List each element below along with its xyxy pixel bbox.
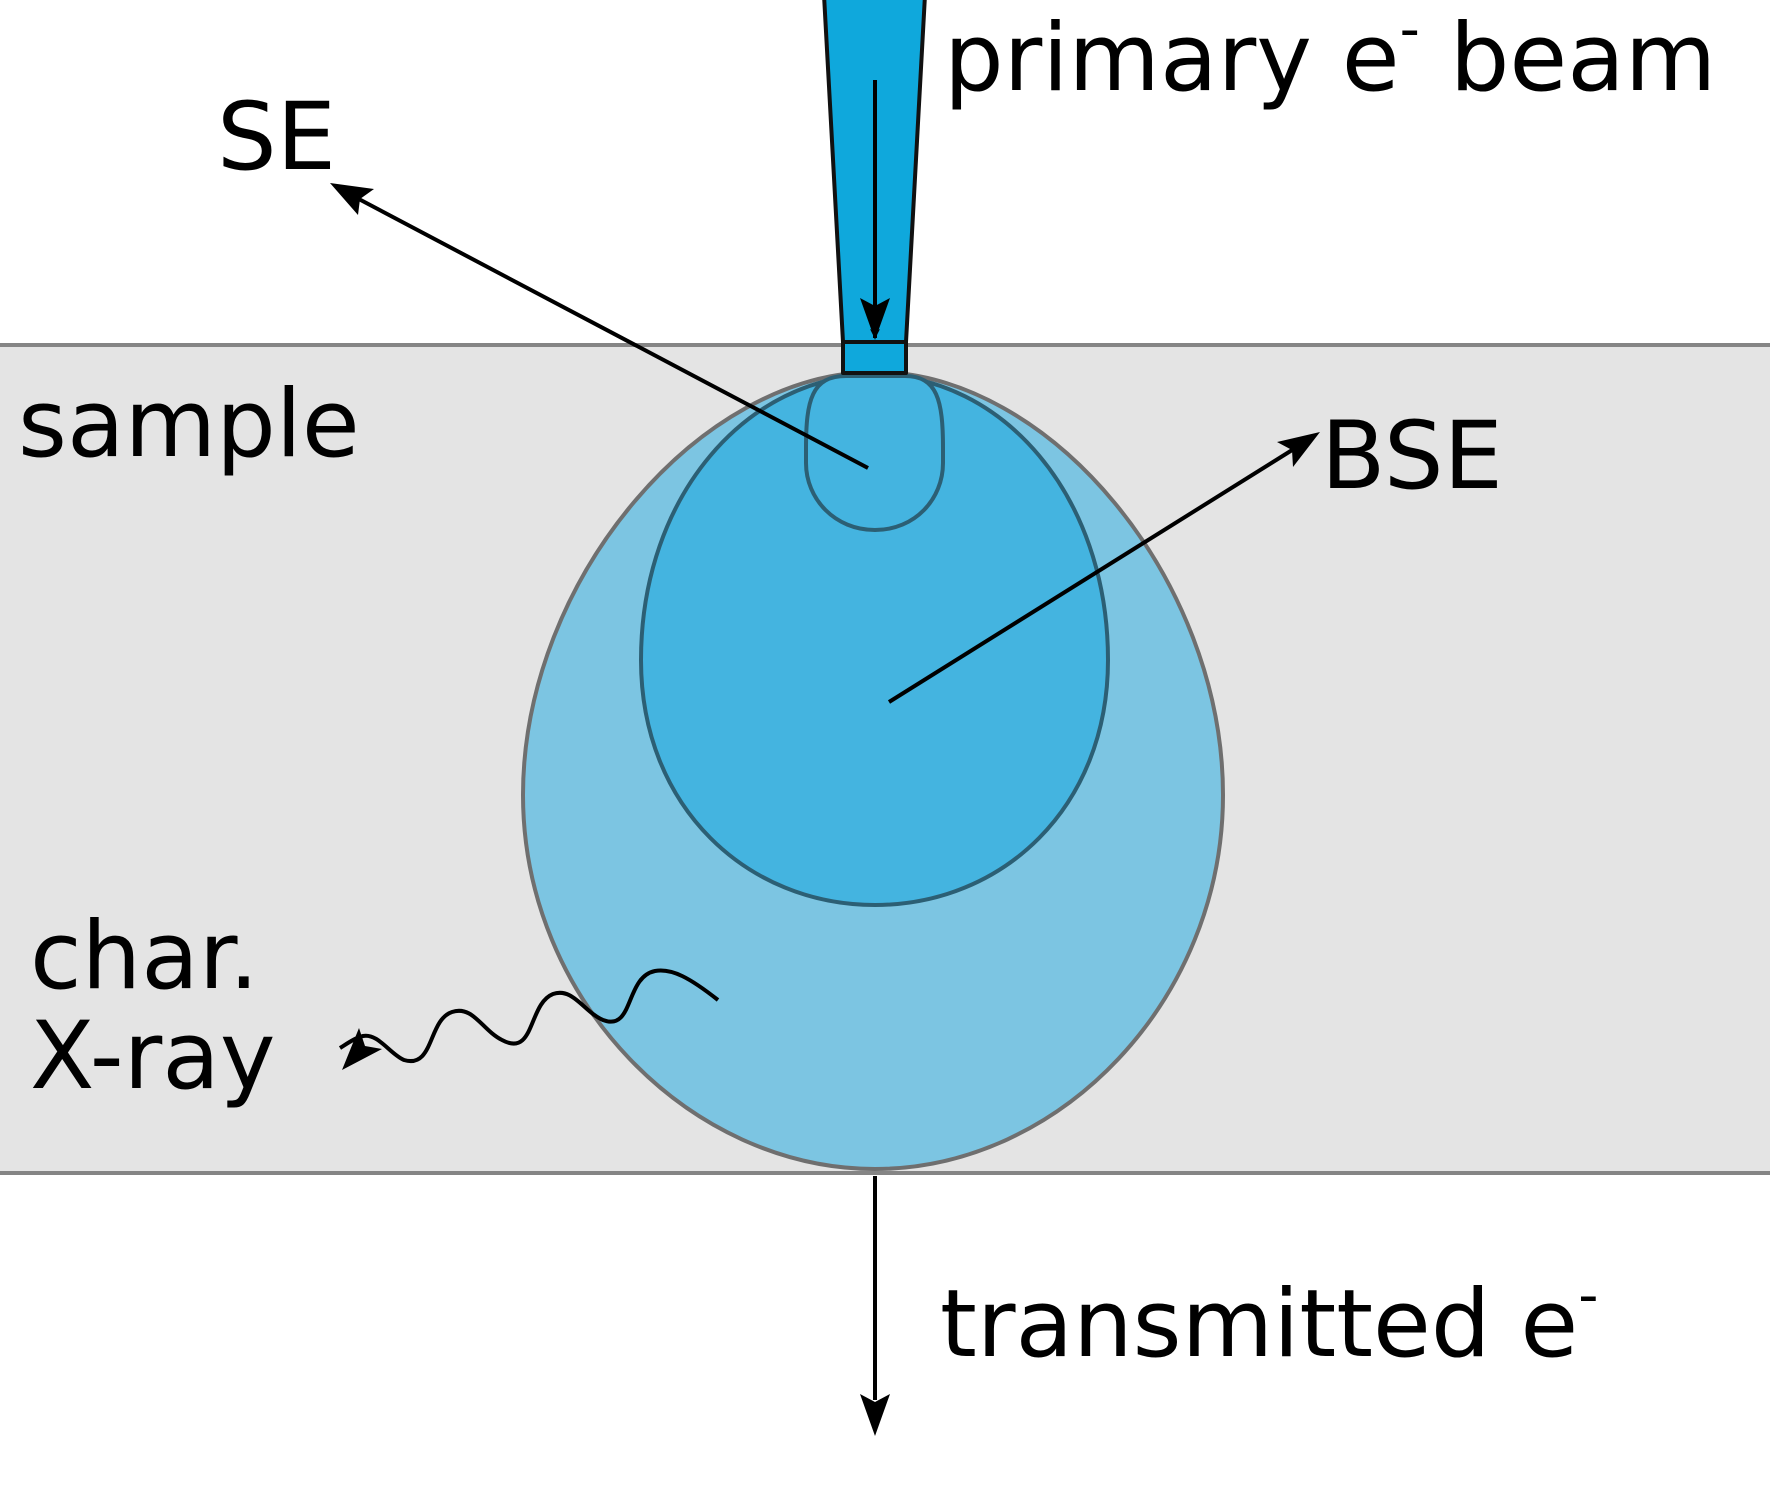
se-arrowhead xyxy=(330,183,374,215)
bse-label: BSE xyxy=(1321,402,1503,511)
primary-beam-superscript: - xyxy=(1400,0,1420,62)
xray-wavy-arrow xyxy=(338,968,720,1064)
se-arrow xyxy=(354,195,869,470)
primary-beam-label-tail: beam xyxy=(1420,4,1717,113)
bse-interaction-volume xyxy=(638,372,1111,908)
primary-beam-label-text: primary e xyxy=(944,4,1400,113)
sample-label: sample xyxy=(18,370,360,479)
char-xray-label-line1: char. xyxy=(30,902,259,1011)
se-interaction-volume xyxy=(804,374,945,533)
transmitted-superscript: - xyxy=(1578,1263,1598,1328)
primary-beam-label: primary e- beam xyxy=(944,0,1716,113)
se-label: SE xyxy=(217,83,336,192)
primary-beam-arrowhead xyxy=(860,298,890,340)
transmitted-label: transmitted e- xyxy=(940,1263,1598,1379)
transmitted-label-text: transmitted e xyxy=(940,1270,1578,1379)
transmitted-arrowhead xyxy=(860,1394,890,1436)
bse-arrow xyxy=(887,445,1299,704)
bse-arrowhead xyxy=(1277,432,1320,467)
xray-arrowhead xyxy=(342,1028,382,1070)
char-xray-label-line2: X-ray xyxy=(30,1002,276,1111)
